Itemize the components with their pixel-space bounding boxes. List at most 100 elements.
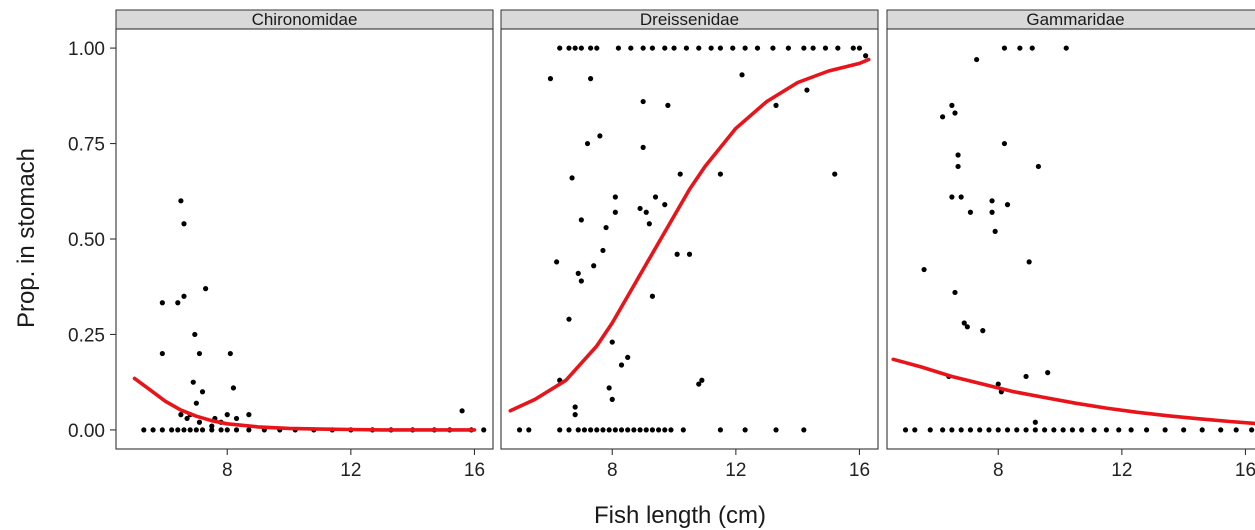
data-point xyxy=(637,427,643,433)
data-point xyxy=(949,102,955,108)
data-point xyxy=(594,45,600,51)
data-point xyxy=(856,45,863,51)
data-point xyxy=(989,209,995,215)
data-point xyxy=(1032,419,1038,425)
data-point xyxy=(961,320,967,326)
data-point xyxy=(665,102,671,108)
data-point xyxy=(193,427,199,433)
data-point xyxy=(581,427,588,433)
data-point xyxy=(199,389,206,395)
data-point xyxy=(967,209,974,215)
data-point xyxy=(566,427,572,433)
data-point xyxy=(1103,427,1110,433)
data-point xyxy=(952,289,958,296)
data-point xyxy=(1023,373,1029,380)
data-point xyxy=(662,202,668,208)
data-point xyxy=(1001,140,1008,147)
x-tick-label: 8 xyxy=(607,460,618,481)
data-point xyxy=(804,87,810,93)
data-point xyxy=(832,171,838,177)
data-point xyxy=(178,198,184,204)
data-point xyxy=(1162,427,1168,433)
data-point xyxy=(578,217,584,223)
y-axis-title: Prop. in stomach xyxy=(13,148,40,328)
data-point xyxy=(459,408,465,414)
data-point xyxy=(600,247,606,254)
data-point xyxy=(1041,427,1048,433)
data-point xyxy=(1218,427,1224,433)
data-point xyxy=(835,45,841,51)
data-point xyxy=(683,45,690,51)
data-point xyxy=(902,427,909,433)
data-point xyxy=(1026,259,1032,265)
data-point xyxy=(850,45,856,51)
data-point xyxy=(671,45,677,51)
data-point xyxy=(224,412,230,418)
data-point xyxy=(989,198,995,204)
data-point xyxy=(801,427,807,433)
facet-panel-dreissenidae: Dreissenidae 8 12 16 xyxy=(500,9,879,481)
data-point xyxy=(949,427,955,433)
data-point xyxy=(940,114,946,120)
data-point xyxy=(603,224,609,231)
data-point xyxy=(955,163,961,170)
data-point xyxy=(618,362,625,368)
data-point xyxy=(1029,45,1035,51)
data-point xyxy=(193,400,199,406)
data-point xyxy=(1035,163,1042,170)
data-point xyxy=(597,133,603,139)
data-point xyxy=(246,412,252,418)
data-point xyxy=(566,316,572,322)
data-point xyxy=(178,412,184,418)
data-point xyxy=(742,45,748,51)
facet-strip-label: Chironomidae xyxy=(252,10,358,29)
data-point xyxy=(1143,427,1150,433)
data-point xyxy=(588,76,594,82)
data-point xyxy=(974,56,980,63)
panel-border xyxy=(886,28,1255,450)
data-point xyxy=(1181,427,1187,433)
data-point xyxy=(696,45,702,51)
data-point xyxy=(246,427,252,433)
data-point xyxy=(717,45,724,51)
data-point xyxy=(628,45,634,51)
data-point xyxy=(159,350,165,357)
data-point xyxy=(822,45,829,51)
data-point xyxy=(677,171,683,177)
x-tick-label: 16 xyxy=(849,460,870,481)
data-point xyxy=(203,286,209,292)
data-point xyxy=(1014,427,1020,433)
data-point xyxy=(600,427,606,433)
data-point xyxy=(1023,427,1029,433)
data-point xyxy=(175,427,181,433)
data-point xyxy=(652,194,659,200)
x-tick-label: 16 xyxy=(464,460,485,481)
data-point xyxy=(949,194,955,200)
data-point xyxy=(958,427,964,433)
data-point xyxy=(1079,427,1085,433)
data-point xyxy=(618,427,625,433)
fit-curve xyxy=(508,57,871,413)
data-point xyxy=(141,427,147,433)
data-point xyxy=(680,427,686,433)
x-tick-label: 8 xyxy=(993,460,1004,481)
data-point xyxy=(615,45,622,51)
data-point xyxy=(1116,427,1122,433)
data-point xyxy=(575,270,581,276)
data-point xyxy=(696,381,702,387)
data-point xyxy=(643,209,649,215)
facet-panel-chironomidae: Chironomidae 8 12 16 xyxy=(115,9,494,481)
panel-border xyxy=(500,28,879,450)
facet-strip-label: Gammaridae xyxy=(1026,10,1124,29)
data-point xyxy=(584,140,591,147)
data-point xyxy=(557,427,563,433)
data-point xyxy=(646,221,652,227)
y-tick-label: 0.00 xyxy=(68,421,105,442)
data-point xyxy=(547,76,554,82)
data-point xyxy=(717,427,724,433)
data-point xyxy=(159,427,165,433)
data-point xyxy=(612,209,618,215)
data-point xyxy=(625,427,631,433)
x-tick-label: 16 xyxy=(1235,460,1255,481)
